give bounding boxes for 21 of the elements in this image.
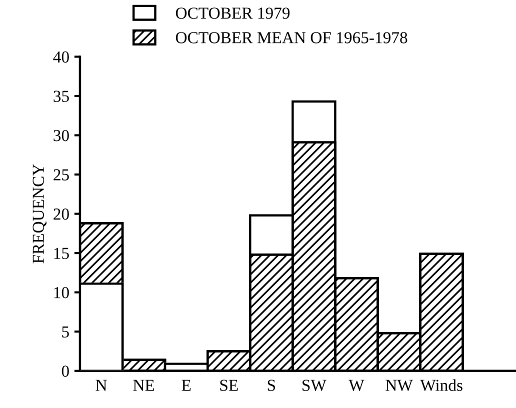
x-tick-label: Winds [420,379,462,392]
x-tick-label: NW [386,380,413,392]
y-tick-label: 0 [62,366,69,377]
x-tick-label: SE [220,380,238,391]
x-tick-label: S [268,380,276,391]
x-tick-label: N [96,380,107,391]
x-tick-label: SW [302,380,326,392]
y-tick-label: 35 [54,90,69,102]
y-tick-label: 25 [54,169,69,180]
y-tick-label: 10 [54,287,69,298]
y-tick-label: 15 [54,248,69,260]
y-tick-label: 20 [54,208,69,220]
y-tick-label: 30 [54,130,69,142]
legend-label: OCTOBER MEAN OF 1965-1978 [176,32,408,44]
x-tick-label: W [348,380,364,392]
y-tick-label: 5 [62,326,69,338]
y-tick-label: 40 [53,51,69,63]
y-axis-title: FREQUENCY [32,164,46,264]
legend-label: OCTOBER 1979 [176,8,290,19]
x-tick-label: E [182,380,191,391]
x-tick-label: NE [133,380,154,391]
